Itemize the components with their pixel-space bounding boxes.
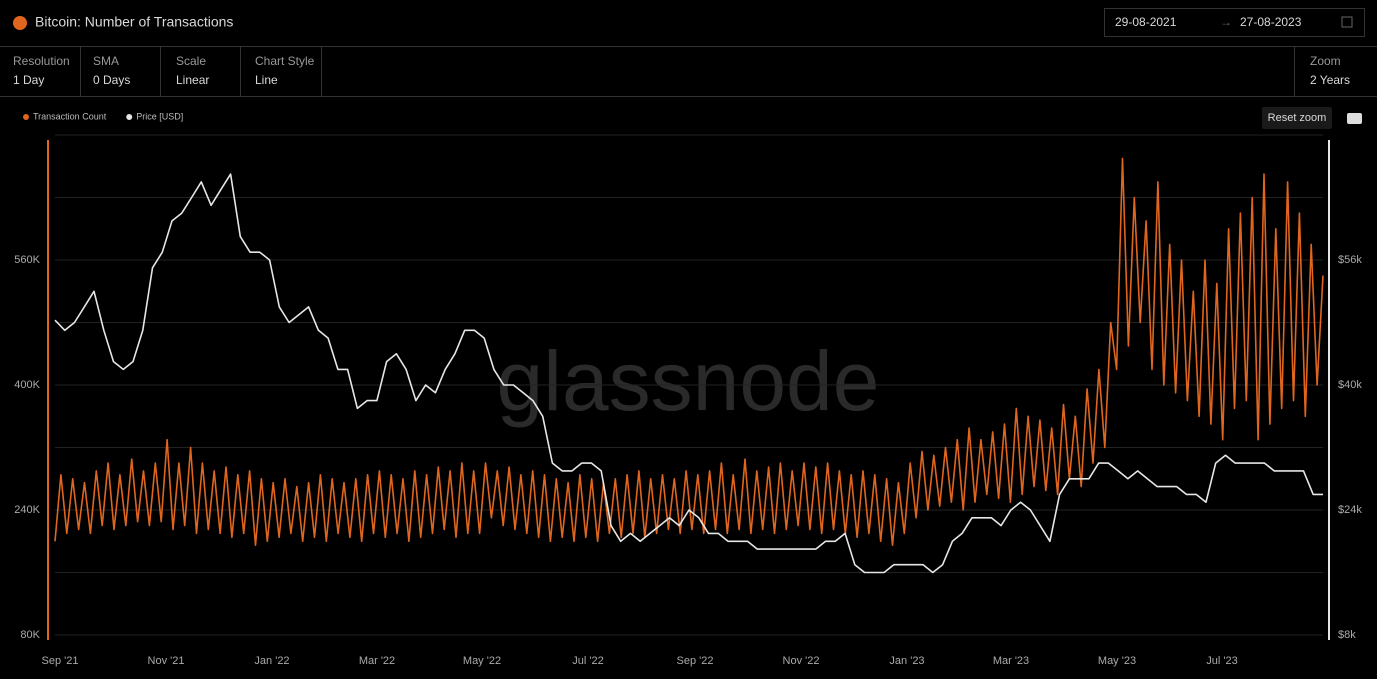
series-line (54, 157, 1324, 546)
toolbar-label: Resolution (13, 54, 70, 68)
toolbar-label: Chart Style (255, 54, 315, 68)
x-tick-label: Jul '22 (572, 655, 603, 667)
toolbar-value[interactable]: 1 Day (13, 73, 44, 87)
x-tick-label: Jan '23 (889, 655, 924, 667)
arrow: → (1220, 15, 1232, 29)
x-tick-label: Sep '21 (42, 655, 79, 667)
x-tick-label: Jul '23 (1206, 655, 1237, 667)
series-line (54, 173, 1323, 574)
y-tick-label: 80K (20, 629, 40, 641)
toolbar-label: SMA (93, 54, 119, 68)
date-range[interactable] (1104, 8, 1365, 37)
reset-zoom[interactable]: Reset zoom (1268, 112, 1327, 124)
y2-tick-label: $40k (1338, 379, 1362, 391)
y2-tick-label: $24k (1338, 504, 1362, 516)
zoom-value[interactable]: 2 Years (1310, 73, 1350, 87)
x-tick-label: Sep '22 (677, 655, 714, 667)
toolbar-value[interactable]: Linear (176, 73, 209, 87)
date-to[interactable]: 27-08-2023 (1240, 15, 1302, 29)
y-tick-label: 560K (14, 254, 40, 266)
reset-zoom-button[interactable] (1262, 107, 1332, 129)
calendar-icon (1341, 16, 1353, 28)
x-tick-label: Mar '23 (993, 655, 1029, 667)
y2-tick-label: $56k (1338, 254, 1362, 266)
zoom-label: Zoom (1310, 54, 1341, 68)
legend-label[interactable]: Price [USD] (136, 111, 183, 121)
x-tick-label: Nov '22 (783, 655, 820, 667)
x-tick-label: Mar '22 (359, 655, 395, 667)
y-tick-label: 400K (14, 379, 40, 391)
page-title: Bitcoin: Number of Transactions (35, 14, 233, 30)
legend-label[interactable]: Transaction Count (33, 111, 107, 121)
toolbar-value[interactable]: 0 Days (93, 73, 130, 87)
y-tick-label: 240K (14, 504, 40, 516)
camera-icon[interactable] (1347, 113, 1362, 124)
date-from[interactable]: 29-08-2021 (1115, 15, 1177, 29)
toolbar-value[interactable]: Line (255, 73, 278, 87)
x-tick-label: May '22 (463, 655, 501, 667)
bitcoin-icon (13, 16, 27, 30)
y2-tick-label: $8k (1338, 629, 1356, 641)
watermark: glassnode (497, 334, 880, 428)
x-tick-label: May '23 (1098, 655, 1136, 667)
toolbar-label: Scale (176, 54, 206, 68)
legend-dot (126, 114, 133, 120)
x-tick-label: Nov '21 (148, 655, 185, 667)
x-tick-label: Jan '22 (254, 655, 289, 667)
legend-dot (23, 114, 29, 120)
